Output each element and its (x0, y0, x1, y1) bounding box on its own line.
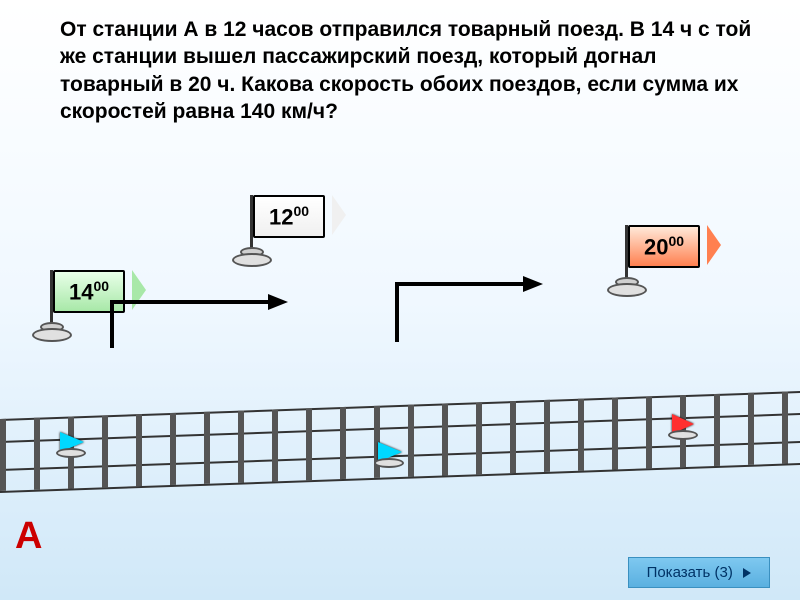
flag-min: 00 (293, 203, 309, 219)
play-icon (743, 568, 751, 578)
rail-tie (646, 396, 652, 468)
station-a-label: А (15, 515, 42, 558)
rail-tie (544, 400, 550, 472)
rail-tie (306, 408, 312, 480)
flag-tail (332, 195, 346, 235)
rail-tie (442, 403, 448, 475)
rail-tie (476, 402, 482, 474)
rail-tie (0, 419, 6, 491)
rail-tie (408, 405, 414, 477)
rail-tie (272, 409, 278, 481)
show-button[interactable]: Показать (3) (628, 557, 770, 588)
arrow-horiz (110, 300, 270, 304)
flag-tail (707, 225, 721, 265)
rail-tie (782, 391, 788, 463)
rail-tie (340, 407, 346, 479)
show-button-label: Показать (3) (647, 564, 733, 581)
rail-tie (34, 418, 40, 490)
arrow-head-icon (523, 276, 543, 292)
flag-label: 2000 (628, 225, 700, 268)
diagram-area: 1400 1200 2000 (0, 180, 800, 560)
rail-tie (204, 412, 210, 484)
rail-tie (170, 413, 176, 485)
arrow-horiz (395, 282, 525, 286)
rail-tie (238, 410, 244, 482)
marker-base (374, 458, 404, 468)
rail-tie (714, 394, 720, 466)
rail-tie (748, 393, 754, 465)
flag-min: 00 (93, 278, 109, 294)
rail (0, 463, 800, 493)
flag-label: 1200 (253, 195, 325, 238)
arrow-head-icon (268, 294, 288, 310)
flag-min: 00 (668, 233, 684, 249)
flag-base (232, 253, 272, 267)
problem-text: От станции А в 12 часов отправился товар… (0, 0, 800, 125)
flag-label: 1400 (53, 270, 125, 313)
flag-base (607, 283, 647, 297)
flag-hour: 14 (69, 279, 93, 304)
flag-tail (132, 270, 146, 310)
rail-tie (136, 414, 142, 486)
arrow-vert (110, 300, 114, 348)
rail-tie (612, 397, 618, 469)
rail-tie (578, 399, 584, 471)
arrow-vert (395, 282, 399, 342)
marker-base (668, 430, 698, 440)
flag-hour: 12 (269, 204, 293, 229)
rail-tie (102, 415, 108, 487)
rail-tie (510, 401, 516, 473)
flag-base (32, 328, 72, 342)
marker-base (56, 448, 86, 458)
flag-hour: 20 (644, 234, 668, 259)
